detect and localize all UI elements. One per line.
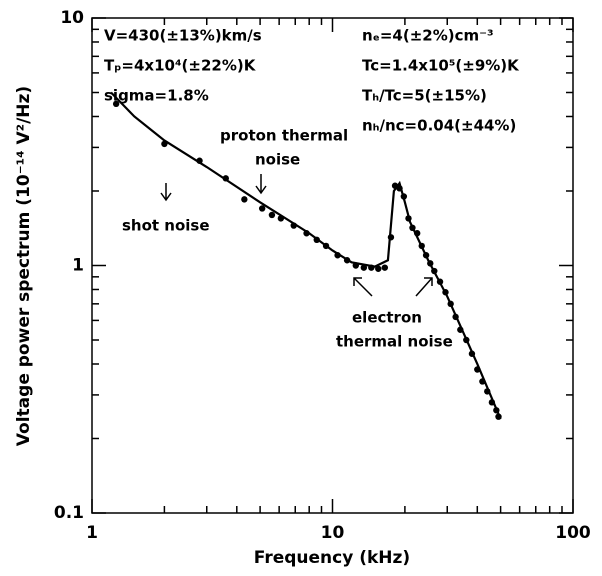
data-point [436,278,444,285]
data-point [479,378,486,385]
data-point [484,388,491,395]
data-point [322,242,330,250]
annotation: electron [352,309,422,327]
data-point [493,407,500,414]
data-point [112,100,120,108]
data-point [463,336,470,344]
data-point [396,185,403,192]
annotation: thermal noise [336,333,453,351]
annotation: proton thermal [220,127,348,145]
data-point [387,234,395,241]
annotation: shot noise [122,217,210,235]
data-point [422,252,430,259]
data-point [452,313,459,321]
data-point [313,236,320,244]
data-point [468,350,476,357]
data-point [418,242,425,250]
annotation: Tc=1.4x10⁵(±9%)K [362,57,520,75]
annotation: nₕ/nc=0.04(±44%) [362,117,516,135]
data-point [495,413,502,420]
data-point [488,399,496,406]
data-point [258,205,266,212]
x-tick-label: 1 [86,523,98,543]
data-point [360,264,368,271]
data-point [222,175,229,182]
data-point [375,265,382,272]
data-point [457,326,464,333]
data-point [474,366,481,373]
annotation: Tₚ=4x10⁴(±22%)K [104,57,257,75]
y-tick-label: 0.1 [54,503,84,523]
data-point [290,222,297,229]
data-point [447,300,454,308]
x-tick-label: 10 [321,523,345,543]
data-point [241,196,248,203]
data-point [442,289,449,296]
annotation: V=430(±13%)km/s [104,27,262,45]
data-point [277,215,285,222]
data-point [343,257,351,264]
y-tick-label: 1 [72,256,84,276]
y-axis-label: Voltage power spectrum (10⁻¹⁴ V²/Hz) [14,86,34,446]
data-point [161,140,168,148]
annotation: nₑ=4(±2%)cm⁻³ [362,27,494,45]
annotation: Tₕ/Tc=5(±15%) [362,87,487,105]
annotation: noise [255,151,300,169]
data-point [303,230,310,237]
y-tick-label: 10 [60,8,84,28]
data-point [427,260,434,267]
data-point [196,157,203,164]
data-point [400,193,408,200]
data-point [405,215,412,222]
arrows [160,174,433,297]
data-point [268,211,276,219]
data-point [381,264,389,271]
x-axis-label: Frequency (kHz) [254,548,410,568]
x-tick-label: 100 [555,523,591,543]
data-point [334,252,341,259]
annotation: sigma=1.8% [104,87,209,105]
data-point [368,264,375,271]
data-point [409,224,416,232]
data-point [431,267,438,275]
data-point [413,230,421,237]
data-point [352,262,360,269]
